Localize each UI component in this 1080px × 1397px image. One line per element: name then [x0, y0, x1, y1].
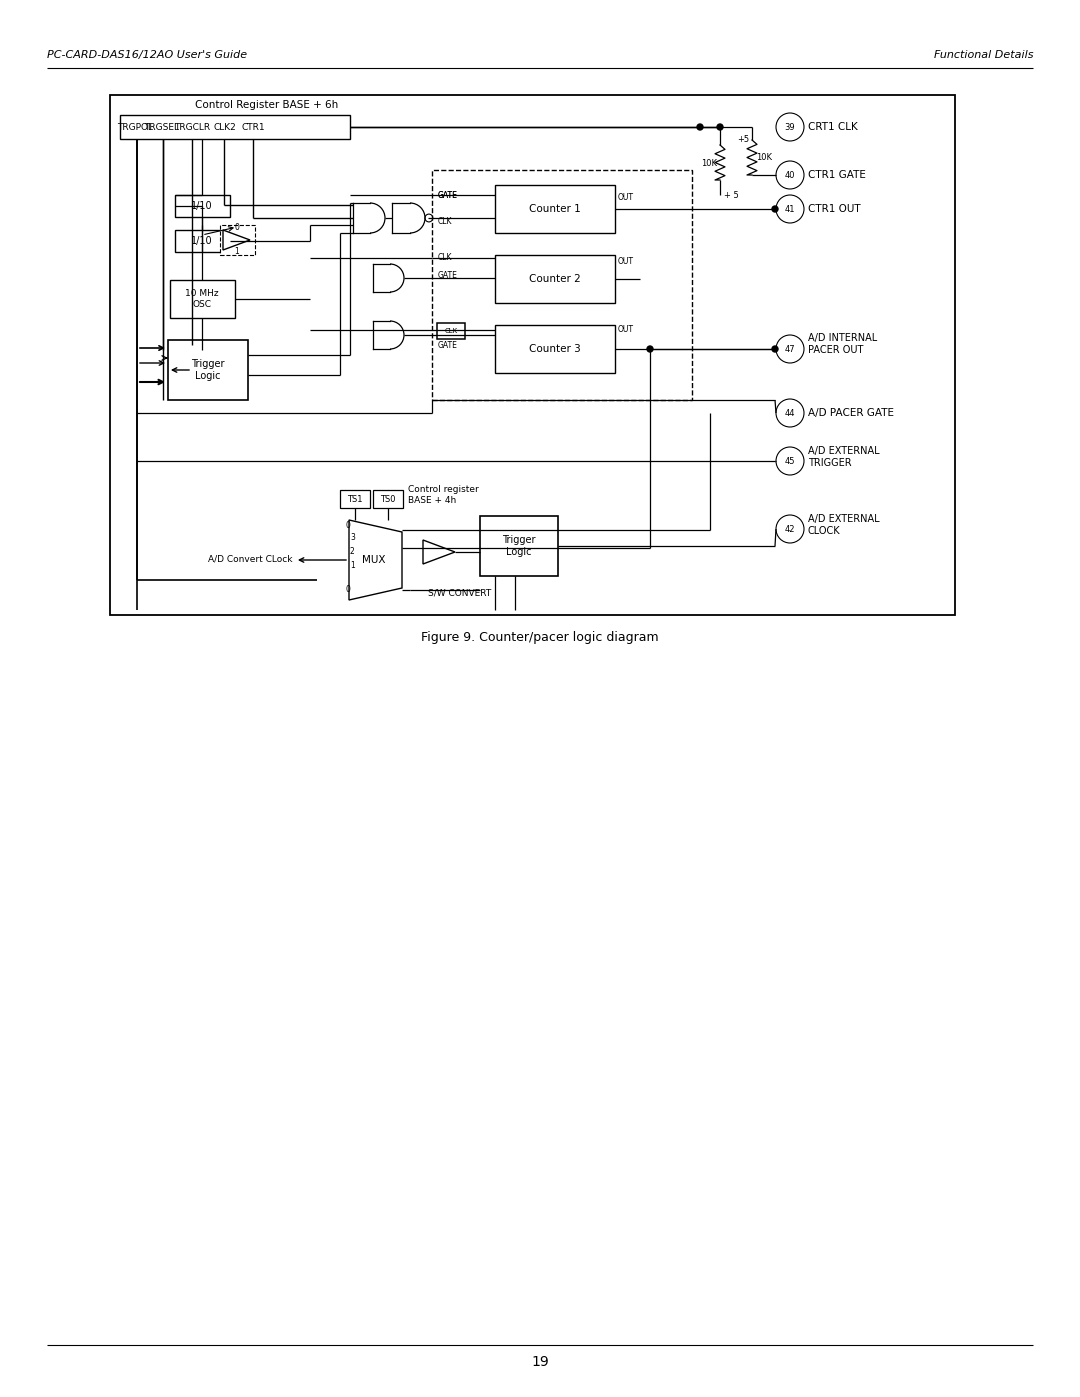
Text: 42: 42	[785, 524, 795, 534]
Text: CLK: CLK	[445, 328, 458, 334]
Text: Figure 9. Counter/pacer logic diagram: Figure 9. Counter/pacer logic diagram	[421, 631, 659, 644]
Circle shape	[647, 346, 653, 352]
Text: MUX: MUX	[362, 555, 386, 564]
Text: 10K: 10K	[756, 152, 772, 162]
Text: CLK2: CLK2	[214, 123, 237, 131]
Text: 10 MHz
OSC: 10 MHz OSC	[185, 289, 219, 309]
Text: Counter 3: Counter 3	[529, 344, 581, 353]
Text: OUT: OUT	[618, 326, 634, 334]
Text: GATE: GATE	[438, 190, 458, 200]
Text: A/D INTERNAL
PACER OUT: A/D INTERNAL PACER OUT	[808, 334, 877, 355]
Text: CTR1 GATE: CTR1 GATE	[808, 170, 866, 180]
Text: 39: 39	[785, 123, 795, 131]
Text: 0: 0	[234, 224, 240, 232]
Text: 3: 3	[350, 534, 355, 542]
Text: 40: 40	[785, 170, 795, 179]
FancyBboxPatch shape	[220, 225, 255, 256]
Text: Counter 1: Counter 1	[529, 204, 581, 214]
FancyBboxPatch shape	[373, 490, 403, 509]
FancyBboxPatch shape	[120, 115, 350, 138]
Circle shape	[772, 205, 778, 212]
Text: TS1: TS1	[348, 495, 363, 503]
FancyBboxPatch shape	[170, 279, 235, 319]
FancyBboxPatch shape	[480, 515, 558, 576]
FancyBboxPatch shape	[495, 326, 615, 373]
Text: 44: 44	[785, 408, 795, 418]
Text: 45: 45	[785, 457, 795, 465]
Text: 1: 1	[234, 247, 240, 257]
Text: GATE: GATE	[438, 190, 458, 200]
Text: Control Register BASE + 6h: Control Register BASE + 6h	[195, 101, 338, 110]
Text: 10K: 10K	[701, 158, 717, 168]
Text: + 5: + 5	[724, 190, 739, 200]
FancyBboxPatch shape	[340, 490, 370, 509]
Text: Trigger
Logic: Trigger Logic	[191, 359, 225, 381]
Circle shape	[772, 346, 778, 352]
Text: A/D Convert CLock: A/D Convert CLock	[208, 555, 293, 563]
FancyBboxPatch shape	[437, 323, 465, 339]
Text: 0: 0	[345, 521, 350, 529]
Text: 0: 0	[345, 585, 350, 595]
Text: CLK: CLK	[438, 218, 453, 226]
Text: 1/10: 1/10	[191, 201, 213, 211]
Text: +5: +5	[737, 136, 750, 144]
Text: S/W CONVERT: S/W CONVERT	[428, 588, 491, 598]
Text: 1/10: 1/10	[191, 236, 213, 246]
FancyBboxPatch shape	[495, 256, 615, 303]
FancyBboxPatch shape	[175, 196, 230, 217]
FancyBboxPatch shape	[168, 339, 248, 400]
Text: 41: 41	[785, 204, 795, 214]
Text: 1: 1	[350, 562, 354, 570]
Text: 2: 2	[350, 548, 354, 556]
Text: Counter 2: Counter 2	[529, 274, 581, 284]
Text: A/D EXTERNAL
TRIGGER: A/D EXTERNAL TRIGGER	[808, 446, 879, 468]
FancyBboxPatch shape	[432, 170, 692, 400]
Text: A/D PACER GATE: A/D PACER GATE	[808, 408, 894, 418]
Text: TRGSEL: TRGSEL	[145, 123, 179, 131]
Circle shape	[717, 124, 723, 130]
Text: CTR1 OUT: CTR1 OUT	[808, 204, 861, 214]
Text: OUT: OUT	[618, 193, 634, 201]
Text: 19: 19	[531, 1355, 549, 1369]
Text: Functional Details: Functional Details	[933, 50, 1032, 60]
Text: Control register
BASE + 4h: Control register BASE + 4h	[408, 485, 478, 504]
Text: CRT1 CLK: CRT1 CLK	[808, 122, 858, 131]
Text: GATE: GATE	[438, 341, 458, 349]
Text: Trigger
Logic: Trigger Logic	[502, 535, 536, 557]
Text: TS0: TS0	[380, 495, 395, 503]
Text: 47: 47	[785, 345, 795, 353]
Text: TRGCLR: TRGCLR	[174, 123, 211, 131]
Text: CLK: CLK	[438, 253, 453, 263]
Text: GATE: GATE	[438, 271, 458, 279]
FancyBboxPatch shape	[175, 231, 230, 251]
Text: CTR1: CTR1	[241, 123, 265, 131]
FancyBboxPatch shape	[495, 184, 615, 233]
Text: PC-CARD-DAS16/12AO User's Guide: PC-CARD-DAS16/12AO User's Guide	[48, 50, 247, 60]
Text: OUT: OUT	[618, 257, 634, 267]
Text: A/D EXTERNAL
CLOCK: A/D EXTERNAL CLOCK	[808, 514, 879, 536]
Text: TRGPOL: TRGPOL	[117, 123, 153, 131]
Circle shape	[697, 124, 703, 130]
FancyBboxPatch shape	[110, 95, 955, 615]
